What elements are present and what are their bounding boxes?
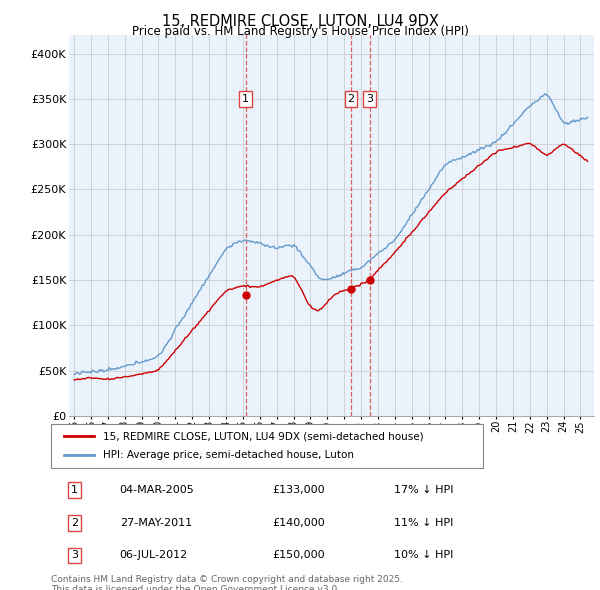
Text: 17% ↓ HPI: 17% ↓ HPI bbox=[394, 485, 454, 495]
Text: Contains HM Land Registry data © Crown copyright and database right 2025.
This d: Contains HM Land Registry data © Crown c… bbox=[51, 575, 403, 590]
Text: Price paid vs. HM Land Registry's House Price Index (HPI): Price paid vs. HM Land Registry's House … bbox=[131, 25, 469, 38]
Text: £133,000: £133,000 bbox=[273, 485, 325, 495]
Text: 1: 1 bbox=[71, 485, 78, 495]
Text: 04-MAR-2005: 04-MAR-2005 bbox=[119, 485, 194, 495]
Text: 15, REDMIRE CLOSE, LUTON, LU4 9DX (semi-detached house): 15, REDMIRE CLOSE, LUTON, LU4 9DX (semi-… bbox=[103, 431, 424, 441]
FancyBboxPatch shape bbox=[51, 424, 483, 468]
Text: £140,000: £140,000 bbox=[273, 518, 326, 527]
Text: 06-JUL-2012: 06-JUL-2012 bbox=[119, 550, 188, 560]
Text: 27-MAY-2011: 27-MAY-2011 bbox=[119, 518, 192, 527]
Text: 3: 3 bbox=[71, 550, 78, 560]
Text: 3: 3 bbox=[366, 94, 373, 104]
Text: 2: 2 bbox=[347, 94, 355, 104]
Text: 15, REDMIRE CLOSE, LUTON, LU4 9DX: 15, REDMIRE CLOSE, LUTON, LU4 9DX bbox=[161, 14, 439, 29]
Text: 10% ↓ HPI: 10% ↓ HPI bbox=[394, 550, 454, 560]
Text: HPI: Average price, semi-detached house, Luton: HPI: Average price, semi-detached house,… bbox=[103, 451, 354, 460]
Text: 2: 2 bbox=[71, 518, 79, 527]
Text: £150,000: £150,000 bbox=[273, 550, 325, 560]
Text: 1: 1 bbox=[242, 94, 249, 104]
Text: 11% ↓ HPI: 11% ↓ HPI bbox=[394, 518, 454, 527]
